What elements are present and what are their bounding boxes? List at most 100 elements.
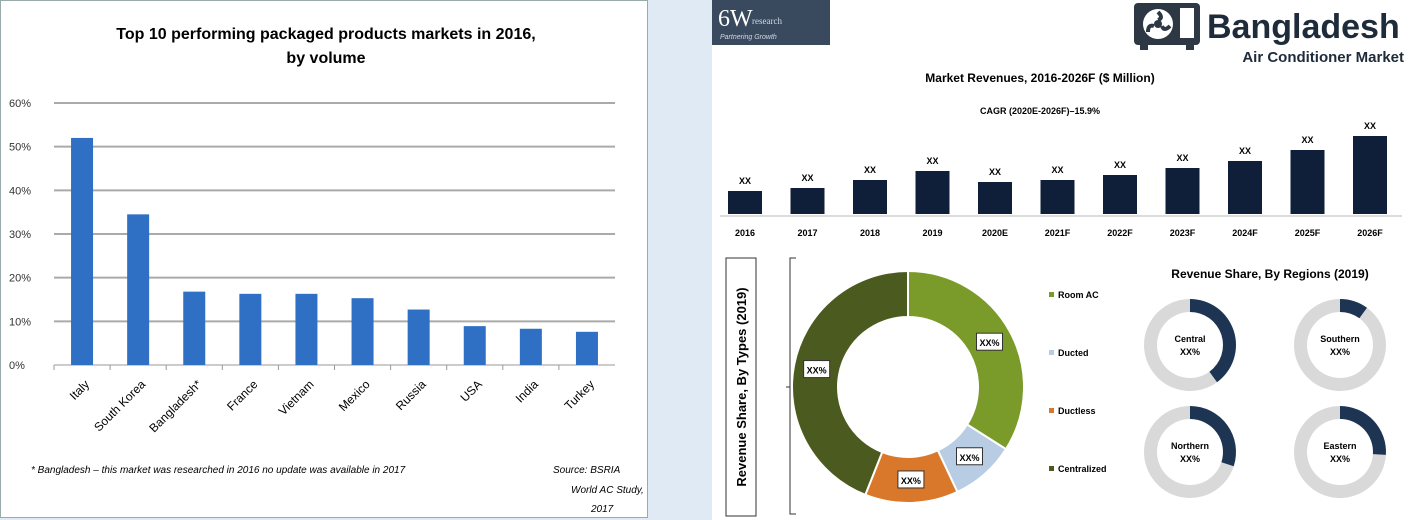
bar-italy [71,137,94,365]
bracket [786,257,796,515]
revenue-bar-2025F [1290,150,1325,214]
svg-text:research: research [752,16,782,26]
revenue-data-label: XX [989,167,1001,177]
market-infographic: 6W research Partnering Growth Bangladesh… [712,0,1404,517]
source-line1: Source: BSRIA [553,465,621,476]
y-tick-label: 40% [9,185,31,197]
revenue-data-label: XX [1114,160,1126,170]
revenue-data-label: XX [801,173,813,183]
region-value: XX% [1330,454,1350,464]
revenue-data-label: XX [864,165,876,175]
legend-swatch [1049,466,1054,471]
slice-label: XX% [959,453,979,463]
revenue-x-label: 2026F [1357,228,1383,238]
region-name: Central [1174,334,1205,344]
chart-title-line2: by volume [286,50,365,67]
x-tick-label: Russia [393,377,429,413]
revenue-data-label: XX [926,156,938,166]
revenue-data-label: XX [1051,165,1063,175]
legend-swatch [1049,350,1054,355]
volume-bar-chart: Top 10 performing packaged products mark… [9,26,644,515]
slice-label: XX% [901,476,921,486]
revenue-x-label: 2020E [982,228,1008,238]
revenue-x-label: 2017 [797,228,817,238]
revenue-x-label: 2016 [735,228,755,238]
y-tick-label: 20% [9,273,31,285]
revenue-data-label: XX [1239,146,1251,156]
cagr-subtitle: CAGR (2020E-2026F)–15.9% [980,106,1100,116]
slice-room-ac [907,269,1025,451]
svg-text:6W: 6W [718,6,753,32]
slice-label-box [897,470,925,489]
region-name: Southern [1320,334,1360,344]
x-tick-label: Turkey [562,377,598,413]
slice-label: XX% [807,366,827,376]
source-line2: World AC Study, [571,485,644,496]
slice-label-box [803,360,831,379]
revenue-x-label: 2022F [1107,228,1133,238]
bar-turkey [575,331,598,365]
x-tick-label: France [224,377,261,414]
region-share-southern [1340,299,1368,319]
legend-label: Centralized [1058,464,1107,474]
x-tick-label: USA [458,377,485,404]
x-tick-label: South Korea [91,377,148,434]
revenue-x-label: 2025F [1295,228,1321,238]
bar-mexico [351,298,374,365]
bar-vietnam [295,293,318,365]
x-tick-label: Mexico [336,377,373,414]
region-name: Eastern [1323,441,1356,451]
region-value: XX% [1330,347,1350,357]
chart-title-line1: Top 10 performing packaged products mark… [116,26,535,43]
x-tick-label: Bangladesh* [146,377,204,435]
bar-india [519,328,542,365]
slice-centralized [791,269,909,497]
revenue-bar-2022F [1103,175,1137,214]
revenue-x-label: 2019 [922,228,942,238]
revenue-bar-2018 [853,180,887,214]
revenue-bar-2021F [1040,180,1075,214]
right-infographic-panel: 6W research Partnering Growth Bangladesh… [712,0,1411,520]
region-remainder-central [1144,299,1218,391]
left-chart-panel: Top 10 performing packaged products mark… [0,0,648,518]
legend-label: Ducted [1058,348,1089,358]
types-axis-label-box: Revenue Share, By Types (2019) [725,257,757,517]
heading-ac-market: Air Conditioner Market [1242,49,1404,66]
revenue-bar-2023F [1165,168,1200,214]
region-value: XX% [1180,454,1200,464]
revenue-x-label: 2024F [1232,228,1258,238]
region-name: Northern [1171,441,1209,451]
region-share-northern [1190,406,1236,467]
legend-swatch [1049,292,1054,297]
slice-label-box [956,447,984,466]
bar-bangladesh [183,291,206,365]
revenue-data-label: XX [1301,135,1313,145]
air-conditioner-icon [1134,3,1200,50]
regions-title: Revenue Share, By Regions (2019) [1171,267,1368,281]
region-share-eastern [1340,406,1386,455]
heading-bangladesh: Bangladesh [1207,8,1400,46]
revenue-x-label: 2023F [1170,228,1196,238]
x-tick-label: India [513,377,542,406]
region-remainder-southern [1294,299,1386,391]
legend-label: Room AC [1058,290,1099,300]
revenue-bar-2019 [915,171,950,214]
revenue-title: Market Revenues, 2016-2026F ($ Million) [925,71,1154,85]
revenue-x-label: 2018 [860,228,880,238]
revenue-bar-2026F [1353,136,1387,214]
region-share-central [1190,299,1236,383]
revenue-bar-2024F [1228,161,1262,214]
revenue-bar-2016 [728,191,762,214]
bar-france [239,293,262,365]
revenue-data-label: XX [1176,153,1188,163]
revenue-data-label: XX [1364,121,1376,131]
y-tick-label: 60% [9,98,31,110]
region-value: XX% [1180,347,1200,357]
bar-southkorea [127,214,150,365]
revenue-bar-2017 [790,188,825,214]
y-tick-label: 30% [9,229,31,241]
6w-logo: 6W research Partnering Growth [712,0,830,45]
svg-text:Partnering Growth: Partnering Growth [720,34,777,41]
legend-swatch [1049,408,1054,413]
revenue-bar-2020E [978,182,1012,214]
